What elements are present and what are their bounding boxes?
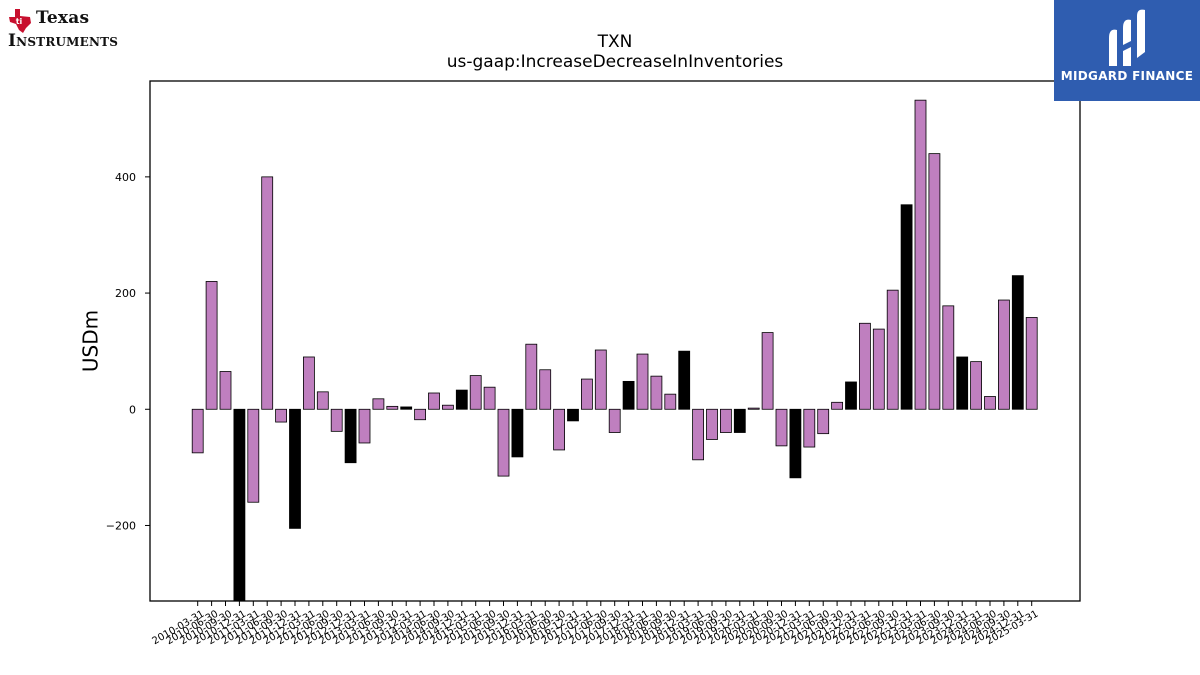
bar-2020-06-30 — [761, 332, 774, 410]
bar-2018-12-31 — [678, 350, 691, 410]
bar-2021-12-31 — [845, 381, 857, 410]
bar-2014-06-30 — [428, 392, 440, 410]
bar-2021-06-30 — [817, 408, 830, 435]
bar-2010-03-31 — [191, 408, 204, 454]
bar-2020-03-31 — [747, 407, 760, 410]
y-axis-label: USDm — [79, 310, 103, 372]
bar-2018-09-30 — [664, 393, 677, 410]
plot-frame — [149, 80, 1081, 602]
bar-2024-03-31 — [970, 361, 982, 410]
bar-2011-06-30 — [261, 176, 274, 410]
bar-2015-12-31 — [511, 408, 524, 458]
bar-2014-12-31 — [455, 389, 468, 410]
bar-2021-09-30 — [831, 401, 843, 410]
chart-subtitle: us-gaap:IncreaseDecreaseInInventories — [446, 52, 784, 72]
bar-2013-03-31 — [358, 408, 371, 444]
bar-2020-12-31 — [789, 408, 802, 479]
bar-2018-06-30 — [650, 375, 663, 410]
midgard-finance-text: MIDGARD FINANCE — [1060, 69, 1194, 83]
bar-2014-09-30 — [441, 404, 454, 410]
bar-2019-06-30 — [706, 408, 718, 440]
bar-2018-03-31 — [636, 353, 649, 410]
bar-2023-03-31 — [914, 99, 927, 410]
bar-2022-03-31 — [859, 322, 871, 410]
texas-instruments-logo: ti Texas Instruments — [8, 6, 143, 54]
bar-2010-06-30 — [205, 281, 218, 410]
bar-2012-09-30 — [330, 408, 343, 432]
svg-text:ti: ti — [16, 17, 23, 26]
bar-2015-06-30 — [483, 386, 496, 410]
bar-2023-09-30 — [942, 305, 955, 410]
bar-2012-03-31 — [302, 356, 315, 410]
bar-2019-12-31 — [733, 408, 746, 433]
x-axis: 2010-03-312010-06-302010-09-302010-12-31… — [151, 601, 1040, 647]
bar-2022-06-30 — [872, 328, 885, 410]
bar-2023-06-30 — [928, 153, 941, 410]
bar-2013-12-31 — [400, 406, 413, 410]
bar-2016-03-31 — [525, 343, 538, 410]
bar-2020-09-30 — [775, 408, 788, 447]
bar-2024-09-30 — [998, 299, 1010, 410]
bar-2011-12-31 — [289, 408, 301, 529]
bar-2016-09-30 — [553, 408, 565, 451]
bar-2015-09-30 — [497, 408, 510, 477]
bar-2024-12-31 — [1011, 275, 1024, 410]
chart-title: TXN — [597, 32, 633, 52]
bar-2010-12-31 — [233, 408, 246, 601]
logo-word-2: Instruments — [8, 31, 119, 51]
y-axis: −200 0 200 400 — [106, 171, 150, 532]
bar-2017-03-31 — [581, 378, 593, 410]
bars-group — [191, 99, 1038, 601]
y-tick-label: −200 — [106, 519, 136, 532]
bar-2010-09-30 — [219, 371, 232, 410]
bar-2012-12-31 — [344, 408, 357, 464]
bar-2013-09-30 — [386, 405, 399, 410]
bar-2021-03-31 — [803, 408, 816, 448]
bar-2016-06-30 — [539, 369, 552, 410]
bar-2015-03-31 — [469, 375, 482, 410]
bar-2013-06-30 — [372, 398, 385, 410]
bar-2017-06-30 — [594, 349, 607, 410]
bar-2014-03-31 — [414, 408, 427, 421]
bar-2024-06-30 — [984, 396, 996, 410]
bar-2011-03-31 — [247, 408, 260, 503]
y-tick-label: 200 — [115, 287, 136, 300]
bar-2019-03-31 — [692, 408, 704, 461]
bar-2017-09-30 — [608, 408, 621, 433]
bar-2012-06-30 — [316, 391, 329, 410]
bar-2023-12-31 — [956, 356, 969, 410]
bar-2016-12-31 — [567, 408, 579, 422]
bar-2019-09-30 — [720, 408, 732, 433]
midgard-finance-logo: MIDGARD FINANCE — [1054, 0, 1200, 101]
texas-state-icon: ti — [9, 9, 31, 33]
bar-2022-09-30 — [886, 289, 899, 410]
bar-2017-12-31 — [622, 380, 635, 410]
y-tick-label: 0 — [129, 403, 136, 416]
bar-2022-12-31 — [900, 204, 913, 410]
bar-2025-03-31 — [1025, 317, 1038, 410]
midgard-mark-icon — [1109, 9, 1145, 66]
bar-2011-09-30 — [275, 408, 288, 423]
logo-word-1: Texas — [36, 8, 90, 28]
y-tick-label: 400 — [115, 171, 136, 184]
